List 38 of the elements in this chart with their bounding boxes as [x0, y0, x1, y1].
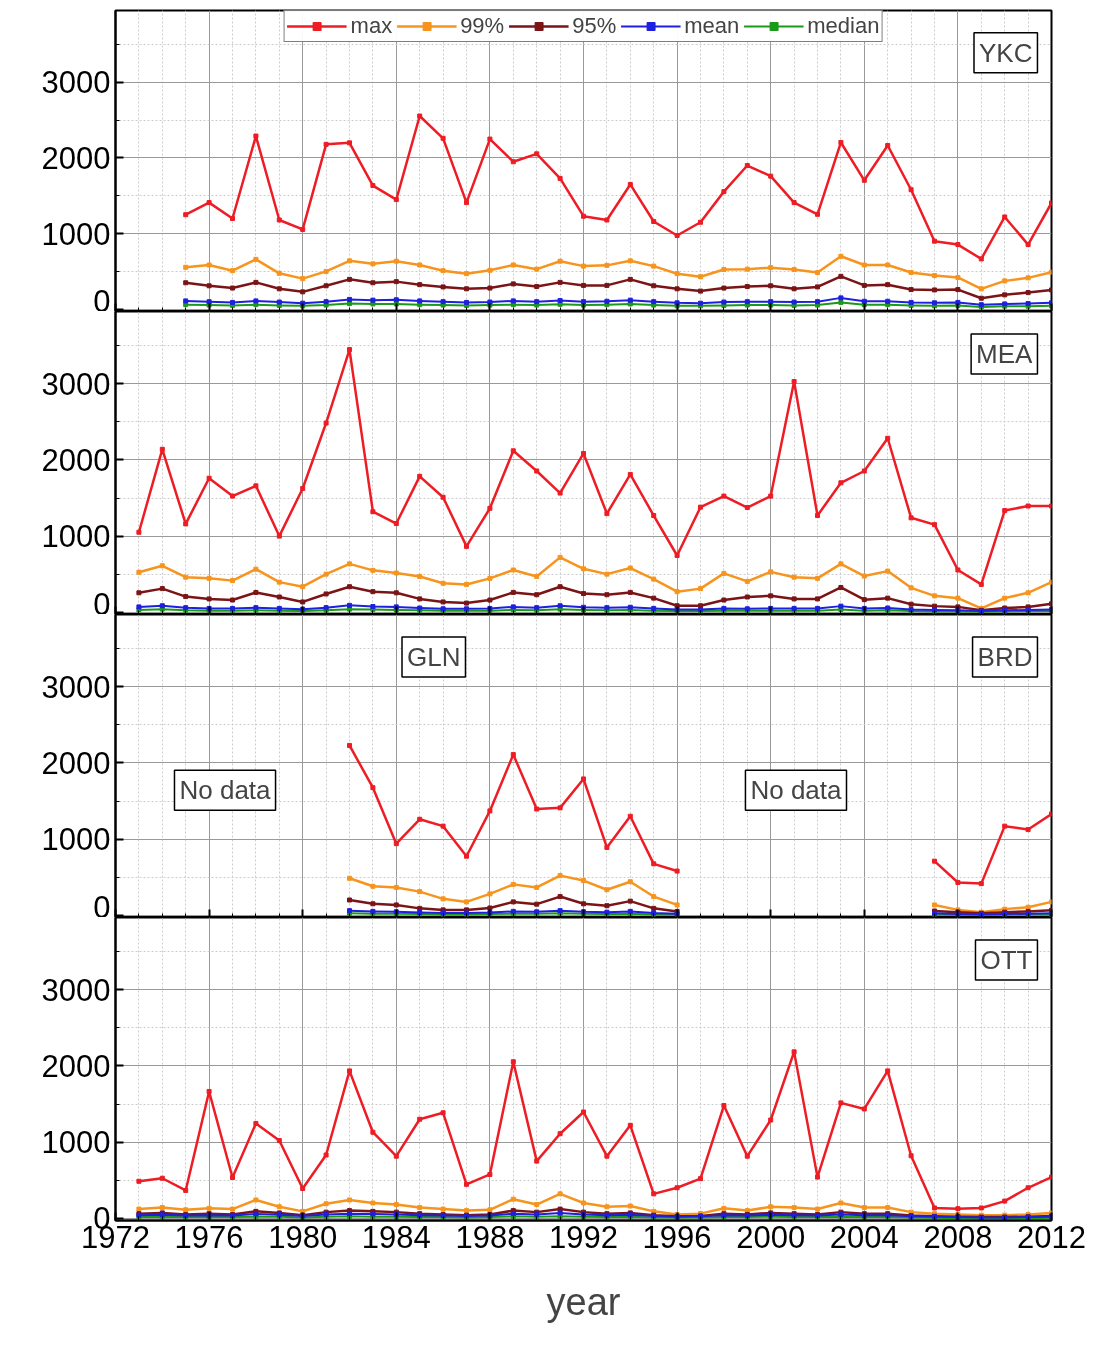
y-tick-label: 2000: [41, 140, 111, 176]
legend-label: 95%: [572, 13, 617, 39]
annotation: MEA: [976, 338, 1034, 369]
x-tick-label: 2012: [1017, 1219, 1086, 1255]
legend-label: median: [807, 13, 880, 39]
x-tick-label: 1988: [455, 1219, 525, 1255]
y-tick-label: 1000: [41, 519, 111, 555]
annotation: BRD: [977, 641, 1033, 672]
x-tick-label: 1996: [642, 1219, 712, 1255]
y-tick-label: 3000: [41, 65, 111, 101]
y-tick-label: 0: [93, 889, 111, 925]
y-tick-label: 1000: [41, 216, 111, 252]
legend-label: max: [350, 13, 393, 39]
x-tick-label: 2008: [923, 1219, 993, 1255]
annotation: OTT: [980, 944, 1033, 975]
y-tick-label: 0: [93, 586, 111, 622]
y-tick-label: 3000: [41, 366, 111, 402]
x-tick-label: 1984: [361, 1219, 431, 1255]
y-tick-label: 1000: [41, 1125, 111, 1161]
annotation: GLN: [407, 641, 461, 672]
y-tick-label: 2000: [41, 442, 111, 478]
y-tick-label: 2000: [41, 745, 111, 781]
x-axis-title: year: [546, 1280, 621, 1323]
y-tick-label: 0: [93, 283, 111, 319]
x-tick-label: 1980: [268, 1219, 338, 1255]
annotation: No data: [179, 775, 272, 806]
x-tick-label: 2000: [736, 1219, 806, 1255]
y-tick-label: 2000: [41, 1048, 111, 1084]
annotation: No data: [750, 775, 843, 806]
y-tick-label: 1000: [41, 822, 111, 858]
legend-label: 99%: [460, 13, 505, 39]
annotation: YKC: [979, 37, 1033, 68]
legend-label: mean: [684, 13, 740, 39]
x-tick-label: 2004: [829, 1219, 899, 1255]
x-tick-label: 1976: [174, 1219, 244, 1255]
y-tick-label: 3000: [41, 669, 111, 705]
y-tick-label: 3000: [41, 972, 111, 1008]
x-tick-label: 1992: [549, 1219, 618, 1255]
